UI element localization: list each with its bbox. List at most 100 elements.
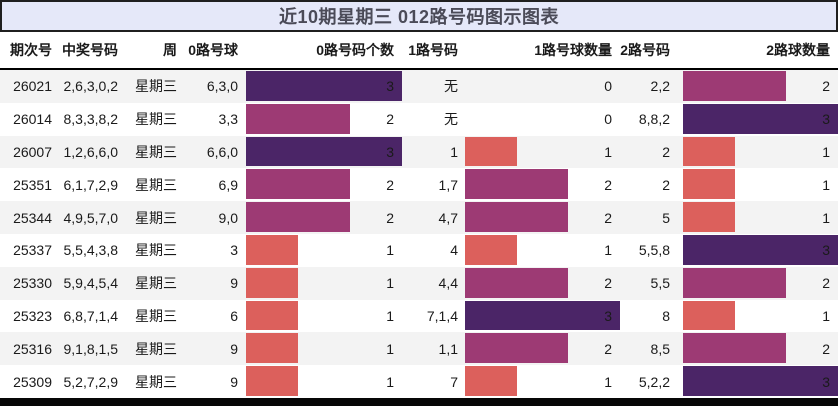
road0-numbers-cell: 3,3: [218, 111, 238, 128]
count-bar: [246, 267, 298, 298]
count-value: 1: [604, 143, 612, 160]
road0-numbers-cell: 6,6,0: [206, 143, 238, 160]
road2-numbers-cell: 8,8,2: [638, 111, 670, 128]
count-bar: [683, 300, 735, 331]
period-cell: 25344: [13, 209, 52, 226]
road2-numbers-cell: 5,5,8: [638, 242, 670, 259]
column-header-road0-numbers: 0路号球: [188, 42, 238, 58]
road2-count-bar-cell: 1: [674, 168, 838, 201]
road0-numbers-cell: 9,0: [218, 209, 238, 226]
road0-numbers-cell: 9: [230, 340, 238, 357]
road2-numbers-cell: 2: [662, 176, 670, 193]
winning-numbers-cell: 4,9,5,7,0: [63, 209, 119, 226]
road0-numbers-cell: 3: [230, 242, 238, 259]
road2-count-bar-cell: 2: [674, 332, 838, 365]
count-bar: [465, 234, 517, 265]
count-bar: [465, 333, 569, 364]
road1-numbers-cell: 无: [444, 78, 458, 95]
count-value: 3: [386, 78, 394, 95]
column-header-road1-count: 1路号球数量: [534, 42, 612, 58]
road1-count-bar-cell: 3: [460, 300, 620, 333]
period-cell: 25351: [13, 176, 52, 193]
road1-count-bar-cell: 1: [460, 234, 620, 267]
road1-count-bar-cell: 2: [460, 201, 620, 234]
table-row: 26007 1,2,6,6,0 星期三 6,6,0 3 1 1 2 1: [0, 135, 838, 169]
count-bar: [246, 136, 402, 167]
road0-count-bar-cell: 3: [240, 136, 402, 169]
period-cell: 25337: [13, 242, 52, 259]
count-bar: [465, 202, 569, 232]
weekday-cell: 星期三: [135, 340, 177, 357]
table-row: 25344 4,9,5,7,0 星期三 9,0 2 4,7 2 5 1: [0, 201, 838, 234]
winning-numbers-cell: 6,8,7,1,4: [63, 307, 119, 324]
count-value: 3: [386, 143, 394, 160]
road2-count-bar-cell: 1: [674, 300, 838, 333]
road0-count-bar-cell: 2: [240, 168, 402, 201]
road1-count-bar-cell: 2: [460, 332, 620, 365]
road1-count-bar-cell: 1: [460, 136, 620, 169]
count-value: 2: [822, 275, 830, 292]
winning-numbers-cell: 1,2,6,6,0: [63, 143, 119, 160]
road2-count-bar-cell: 3: [674, 103, 838, 136]
period-cell: 25309: [13, 373, 52, 390]
road2-count-bar-cell: 1: [674, 136, 838, 169]
weekday-cell: 星期三: [135, 275, 177, 292]
road1-numbers-cell: 7,1,4: [426, 307, 458, 324]
road1-count-bar-cell: 2: [460, 168, 620, 201]
count-value: 3: [604, 307, 612, 324]
road0-count-bar-cell: 3: [240, 70, 402, 103]
count-value: 1: [822, 209, 830, 226]
count-bar: [683, 136, 735, 167]
table-row: 25351 6,1,7,2,9 星期三 6,9 2 1,7 2 2 1: [0, 168, 838, 202]
road1-numbers-cell: 无: [444, 111, 458, 128]
table-body: 26021 2,6,3,0,2 星期三 6,3,0 3 无 0 2,2 2 26014 8,3,3,…: [0, 70, 838, 398]
count-value: 2: [386, 176, 394, 193]
count-value: 3: [822, 373, 830, 390]
road2-numbers-cell: 2,2: [650, 78, 670, 95]
weekday-cell: 星期三: [135, 143, 177, 160]
period-cell: 25330: [13, 275, 52, 292]
column-header-road1-numbers: 1路号码: [408, 42, 458, 58]
road2-numbers-cell: 2: [662, 143, 670, 160]
count-bar: [465, 366, 517, 396]
count-value: 1: [822, 143, 830, 160]
road0-numbers-cell: 9: [230, 373, 238, 390]
count-bar: [465, 300, 620, 331]
weekday-cell: 星期三: [135, 78, 177, 95]
winning-numbers-cell: 2,6,3,0,2: [63, 78, 119, 95]
count-bar: [465, 169, 569, 200]
count-value: 3: [822, 242, 830, 259]
road0-count-bar-cell: 1: [240, 332, 402, 365]
count-bar: [683, 71, 787, 101]
weekday-cell: 星期三: [135, 111, 177, 128]
count-value: 2: [822, 340, 830, 357]
count-bar: [246, 234, 298, 265]
road1-count-bar-cell: 1: [460, 365, 620, 398]
winning-numbers-cell: 6,1,7,2,9: [63, 176, 119, 193]
table-row: 26021 2,6,3,0,2 星期三 6,3,0 3 无 0 2,2 2: [0, 70, 838, 103]
count-value: 2: [822, 78, 830, 95]
count-value: 2: [604, 176, 612, 193]
road0-numbers-cell: 6: [230, 307, 238, 324]
period-cell: 25316: [13, 340, 52, 357]
count-value: 1: [604, 373, 612, 390]
road2-numbers-cell: 5,2,2: [638, 373, 670, 390]
winning-numbers-cell: 8,3,3,8,2: [63, 111, 119, 128]
road2-count-bar-cell: 3: [674, 365, 838, 398]
count-bar: [465, 267, 569, 298]
count-value: 1: [386, 242, 394, 259]
table-row: 25323 6,8,7,1,4 星期三 6 1 7,1,4 3 8 1: [0, 299, 838, 333]
weekday-cell: 星期三: [135, 307, 177, 324]
period-cell: 26021: [13, 78, 52, 95]
column-header-period: 期次号: [10, 42, 52, 58]
count-bar: [683, 333, 787, 364]
road0-count-bar-cell: 1: [240, 267, 402, 300]
count-bar: [683, 267, 787, 298]
road2-count-bar-cell: 2: [674, 70, 838, 103]
table-row: 25337 5,5,4,3,8 星期三 3 1 4 1 5,5,8 3: [0, 233, 838, 267]
road0-count-bar-cell: 1: [240, 234, 402, 267]
column-header-road2-count: 2路球数量: [766, 42, 830, 58]
road0-count-bar-cell: 2: [240, 103, 402, 136]
road1-numbers-cell: 1: [450, 143, 458, 160]
column-header-road0-count: 0路号码个数: [316, 42, 394, 58]
